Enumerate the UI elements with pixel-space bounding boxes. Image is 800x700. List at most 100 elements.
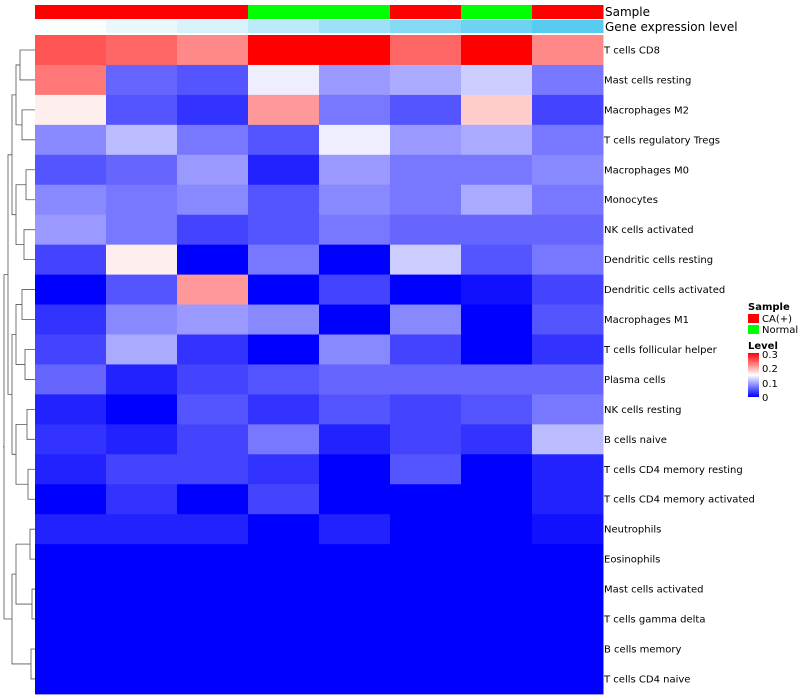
heatmap-cell-r14-c7 bbox=[532, 454, 604, 485]
row-label-20: B cells memory bbox=[604, 644, 681, 655]
heatmap-cell-r3-c1 bbox=[106, 124, 178, 156]
heatmap-cell-r2-c7 bbox=[532, 94, 604, 126]
heatmap-cell-r7-c7 bbox=[532, 244, 604, 276]
heatmap-cell-r9-c5 bbox=[390, 304, 462, 335]
heatmap-cell-r17-c0 bbox=[35, 544, 107, 575]
heatmap-cell-r7-c1 bbox=[106, 244, 178, 276]
heatmap-cell-r3-c2 bbox=[177, 124, 249, 156]
heatmap-cell-r8-c0 bbox=[35, 274, 107, 306]
heatmap-cell-r7-c3 bbox=[248, 244, 320, 276]
heatmap-cell-r3-c4 bbox=[319, 124, 391, 156]
dendro-merge-7 bbox=[11, 573, 31, 665]
heatmap-cell-r2-c0 bbox=[35, 94, 107, 126]
heatmap-cell-r18-c1 bbox=[106, 574, 178, 605]
heatmap-cell-r20-c5 bbox=[390, 634, 462, 665]
heatmap-cell-r1-c2 bbox=[177, 64, 249, 96]
dendro-link-0 bbox=[19, 49, 35, 81]
heatmap-cell-r4-c1 bbox=[106, 154, 178, 186]
legend-label-normal: Normal bbox=[762, 325, 798, 336]
legend-tick-0.3: 0.3 bbox=[762, 350, 778, 361]
annotation-label-sample: Sample bbox=[605, 5, 650, 19]
heatmap-cell-r0-c4 bbox=[319, 35, 391, 66]
sample-anno-3 bbox=[248, 5, 320, 19]
heatmap-cell-r17-c1 bbox=[106, 544, 178, 575]
heatmap-cell-r4-c3 bbox=[248, 154, 320, 186]
heatmap-cell-r20-c7 bbox=[532, 634, 604, 665]
heatmap-cell-r6-c1 bbox=[106, 214, 178, 246]
row-label-10: T cells follicular helper bbox=[603, 345, 718, 356]
heatmap-cell-r3-c6 bbox=[461, 124, 533, 156]
heatmap-cell-r18-c7 bbox=[532, 574, 604, 605]
heatmap-cell-r9-c1 bbox=[106, 304, 178, 335]
row-label-2: Macrophages M2 bbox=[604, 105, 689, 116]
heatmap-cell-r20-c0 bbox=[35, 634, 107, 665]
legend-swatch-ca bbox=[748, 314, 759, 323]
legend-tick-0.1: 0.1 bbox=[762, 379, 778, 390]
heatmap-cell-r12-c4 bbox=[319, 394, 391, 425]
heatmap-cell-r10-c4 bbox=[319, 334, 391, 365]
heatmap-cell-r9-c6 bbox=[461, 304, 533, 335]
row-label-9: Macrophages M1 bbox=[604, 315, 689, 326]
heatmap-cell-r2-c3 bbox=[248, 94, 320, 126]
heatmap-cell-r20-c2 bbox=[177, 634, 249, 665]
heatmap-cell-r16-c5 bbox=[390, 514, 462, 545]
row-labels: T cells CD8 Mast cells resting Macrophages… bbox=[603, 45, 755, 685]
heatmap-cell-r18-c5 bbox=[390, 574, 462, 605]
heatmap-cell-r11-c1 bbox=[106, 364, 178, 395]
heatmap-cell-r16-c3 bbox=[248, 514, 320, 545]
heatmap-cell-r1-c4 bbox=[319, 64, 391, 96]
row-label-5: Monocytes bbox=[604, 195, 658, 206]
row-label-19: T cells gamma delta bbox=[603, 615, 705, 626]
heatmap-cell-r19-c3 bbox=[248, 604, 320, 635]
heatmap-cell-r16-c6 bbox=[461, 514, 533, 545]
dendro-merge-5 bbox=[11, 94, 16, 216]
sample-anno-5 bbox=[390, 5, 462, 19]
heatmap-cell-r11-c5 bbox=[390, 364, 462, 395]
sample-anno-7 bbox=[532, 5, 604, 19]
heatmap-cell-r15-c5 bbox=[390, 484, 462, 515]
heatmap-cell-r5-c6 bbox=[461, 184, 533, 216]
heatmap-cell-r9-c2 bbox=[177, 304, 249, 335]
heatmap-cell-r13-c4 bbox=[319, 424, 391, 455]
heatmap-cell-r21-c3 bbox=[248, 663, 320, 695]
row-label-14: T cells CD4 memory resting bbox=[603, 465, 743, 476]
heatmap-cell-r14-c1 bbox=[106, 454, 178, 485]
heatmap-cell-r16-c1 bbox=[106, 514, 178, 545]
heatmap-cell-r9-c0 bbox=[35, 304, 107, 335]
heatmap-cell-r13-c1 bbox=[106, 424, 178, 455]
heatmap-cell-r6-c6 bbox=[461, 214, 533, 246]
heatmap-cell-r8-c5 bbox=[390, 274, 462, 306]
heatmap-cell-r13-c6 bbox=[461, 424, 533, 455]
heatmap-cell-r18-c3 bbox=[248, 574, 320, 605]
sample-anno-6 bbox=[461, 5, 533, 19]
dendro-link-2 bbox=[25, 169, 35, 201]
dendro-merge-8 bbox=[7, 154, 12, 395]
heatmap-cell-r16-c7 bbox=[532, 514, 604, 545]
legend: Sample CA(+) Normal Level 0.3 0.2 0.1 0 bbox=[748, 302, 798, 404]
heatmap-cell-r8-c6 bbox=[461, 274, 533, 306]
heatmap-cell-r9-c3 bbox=[248, 304, 320, 335]
heatmap-cell-r5-c0 bbox=[35, 184, 107, 216]
legend-level-title: Level bbox=[748, 341, 778, 352]
heatmap-cell-r16-c4 bbox=[319, 514, 391, 545]
row-label-15: T cells CD4 memory activated bbox=[603, 495, 755, 506]
gene-expression-anno-5 bbox=[390, 20, 462, 33]
heatmap-cell-r2-c2 bbox=[177, 94, 249, 126]
dendro-link-9 bbox=[31, 588, 35, 620]
heatmap-cell-r15-c0 bbox=[35, 484, 107, 515]
heatmap-cell-r10-c7 bbox=[532, 334, 604, 365]
gene-expression-anno-6 bbox=[461, 20, 533, 33]
heatmap-cell-r11-c3 bbox=[248, 364, 320, 395]
heatmap-cell-r15-c3 bbox=[248, 484, 320, 515]
dendro-merge-1 bbox=[15, 184, 26, 246]
legend-tick-0: 0 bbox=[762, 393, 768, 404]
heatmap-cell-r17-c7 bbox=[532, 544, 604, 575]
heatmap-cell-r15-c6 bbox=[461, 484, 533, 515]
heatmap-cell-r18-c6 bbox=[461, 574, 533, 605]
heatmap-cells bbox=[35, 35, 604, 695]
heatmap-cell-r11-c7 bbox=[532, 364, 604, 395]
heatmap-cell-r7-c2 bbox=[177, 244, 249, 276]
heatmap-cell-r10-c6 bbox=[461, 334, 533, 365]
heatmap-cell-r19-c5 bbox=[390, 604, 462, 635]
row-dendrogram bbox=[3, 49, 35, 680]
